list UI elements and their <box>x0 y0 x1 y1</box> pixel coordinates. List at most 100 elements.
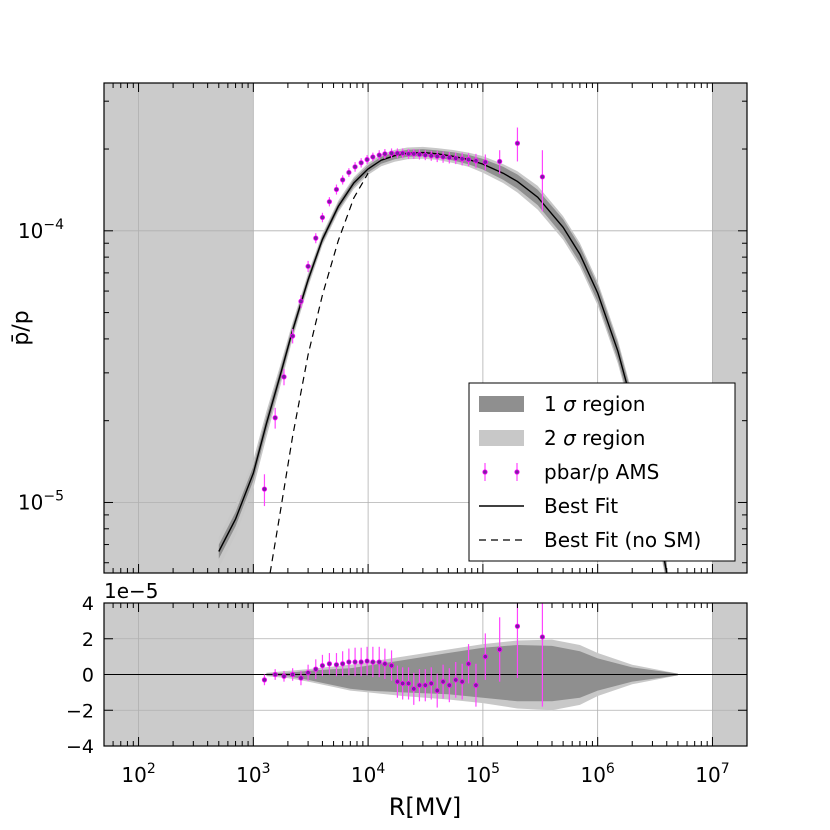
ams-data-point <box>539 174 546 180</box>
residual-data-point <box>446 682 452 688</box>
ams-data-point <box>473 158 479 164</box>
residual-data-point <box>281 673 287 679</box>
main-ticks <box>103 83 748 573</box>
residual-data-point <box>482 654 488 660</box>
residual-data-point <box>298 675 304 681</box>
legend-label: 1 σ region <box>544 392 645 416</box>
residual-data-point <box>382 661 388 667</box>
residual-data-point <box>305 670 311 676</box>
ams-data-point <box>497 158 503 165</box>
ams-data-point <box>326 199 333 205</box>
residual-data-point <box>539 634 546 640</box>
ams-data-point <box>446 154 452 161</box>
residual-data-point <box>358 659 364 665</box>
residual-data-point <box>459 679 465 685</box>
legend-label: pbar/p AMS <box>544 460 659 484</box>
ams-data-point <box>305 263 311 269</box>
residual-data-point <box>394 679 401 685</box>
residual-data-point <box>440 679 446 685</box>
y-tick-label: −2 <box>66 700 94 722</box>
ams-data-point <box>382 151 388 157</box>
y-axis-label: p̄/p <box>9 310 34 345</box>
residual-data-point <box>290 671 296 678</box>
ams-data-point <box>405 151 412 157</box>
x-tick-label: 107 <box>695 761 729 787</box>
residual-data-point <box>405 680 412 687</box>
main-y-tick-labels: 10−5 10−4 <box>18 217 64 515</box>
x-tick-label: 105 <box>466 761 500 787</box>
residual-data-point <box>346 659 352 665</box>
residual-data-point <box>376 659 382 665</box>
legend-two-sigma-swatch <box>479 430 524 446</box>
residual-data-point <box>364 658 370 664</box>
residual-data-point <box>497 646 503 653</box>
residual-data-point <box>261 677 268 683</box>
ams-data-point <box>281 374 287 380</box>
residual-offset-text: 1e−5 <box>104 579 159 603</box>
x-tick-label: 106 <box>580 761 614 787</box>
main-excluded-regions <box>104 83 747 573</box>
legend-one-sigma-swatch <box>479 396 524 412</box>
residual-data-point <box>313 666 319 672</box>
residual-data-point <box>514 623 521 629</box>
ams-data-point <box>482 159 488 165</box>
ams-data-point <box>514 140 521 146</box>
residual-data-layer <box>104 603 747 711</box>
legend-label: Best Fit <box>544 494 618 518</box>
ams-data-point <box>358 160 364 166</box>
residual-data-point <box>473 682 479 688</box>
residual-data-point <box>428 680 434 687</box>
ams-data-point <box>261 486 268 492</box>
main-data-layer <box>218 127 668 573</box>
main-plot-panel: 10−5 10−4 p̄/p <box>9 82 748 574</box>
residual-data-point <box>411 686 417 692</box>
residual-data-point <box>319 662 326 669</box>
residual-ticks <box>103 602 748 747</box>
legend-label: Best Fit (no SM) <box>544 528 701 552</box>
ams-data-point <box>333 186 340 193</box>
y-tick-label: 10−5 <box>18 488 64 514</box>
ams-data-point <box>394 150 401 156</box>
ams-data-point <box>422 152 428 158</box>
residual-data-point <box>352 659 358 665</box>
ams-data-point <box>376 152 382 158</box>
ams-data-point <box>411 151 417 157</box>
best-fit-no-sm-line <box>269 172 369 573</box>
ams-data-point <box>453 155 459 161</box>
ams-data-point <box>290 333 296 339</box>
residual-data-point <box>370 659 376 665</box>
ams-data-point <box>465 156 472 163</box>
main-plot-frame <box>103 82 748 574</box>
best-fit-line <box>218 151 668 573</box>
ams-data-point <box>313 235 319 241</box>
y-tick-label: 4 <box>82 593 94 615</box>
x-tick-label: 102 <box>121 761 155 787</box>
residual-one-sigma-band <box>266 645 678 702</box>
legend: 1 σ region 2 σ region pbar/p AMS Best Fit Be… <box>468 382 736 562</box>
ams-data-point <box>400 150 406 156</box>
legend-entries: 1 σ region 2 σ region pbar/p AMS Best Fit Be… <box>479 392 701 552</box>
ams-data-point <box>388 150 395 156</box>
x-tick-label: 103 <box>236 761 270 787</box>
x-tick-label: 104 <box>351 761 385 787</box>
residual-plot-frame <box>103 602 748 747</box>
residual-data-point <box>434 687 440 694</box>
ams-data-point <box>340 177 346 183</box>
residual-data-point <box>400 680 406 687</box>
excluded-region <box>104 83 254 573</box>
legend-box <box>468 382 736 562</box>
ams-data-point <box>434 153 440 159</box>
ams-data-point <box>459 156 465 162</box>
legend-point-swatch <box>514 469 520 475</box>
residual-data-point <box>416 682 423 688</box>
x-tick-labels: 102 103 104 105 106 107 <box>121 761 729 787</box>
ams-data-point <box>440 154 446 160</box>
legend-label: 2 σ region <box>544 426 645 450</box>
residual-data-point <box>465 661 472 667</box>
residual-data-point <box>340 661 346 667</box>
residual-data-point <box>326 661 333 667</box>
ams-data-point <box>346 169 352 176</box>
ams-data-point <box>272 415 278 421</box>
y-tick-label: 10−4 <box>18 217 64 243</box>
